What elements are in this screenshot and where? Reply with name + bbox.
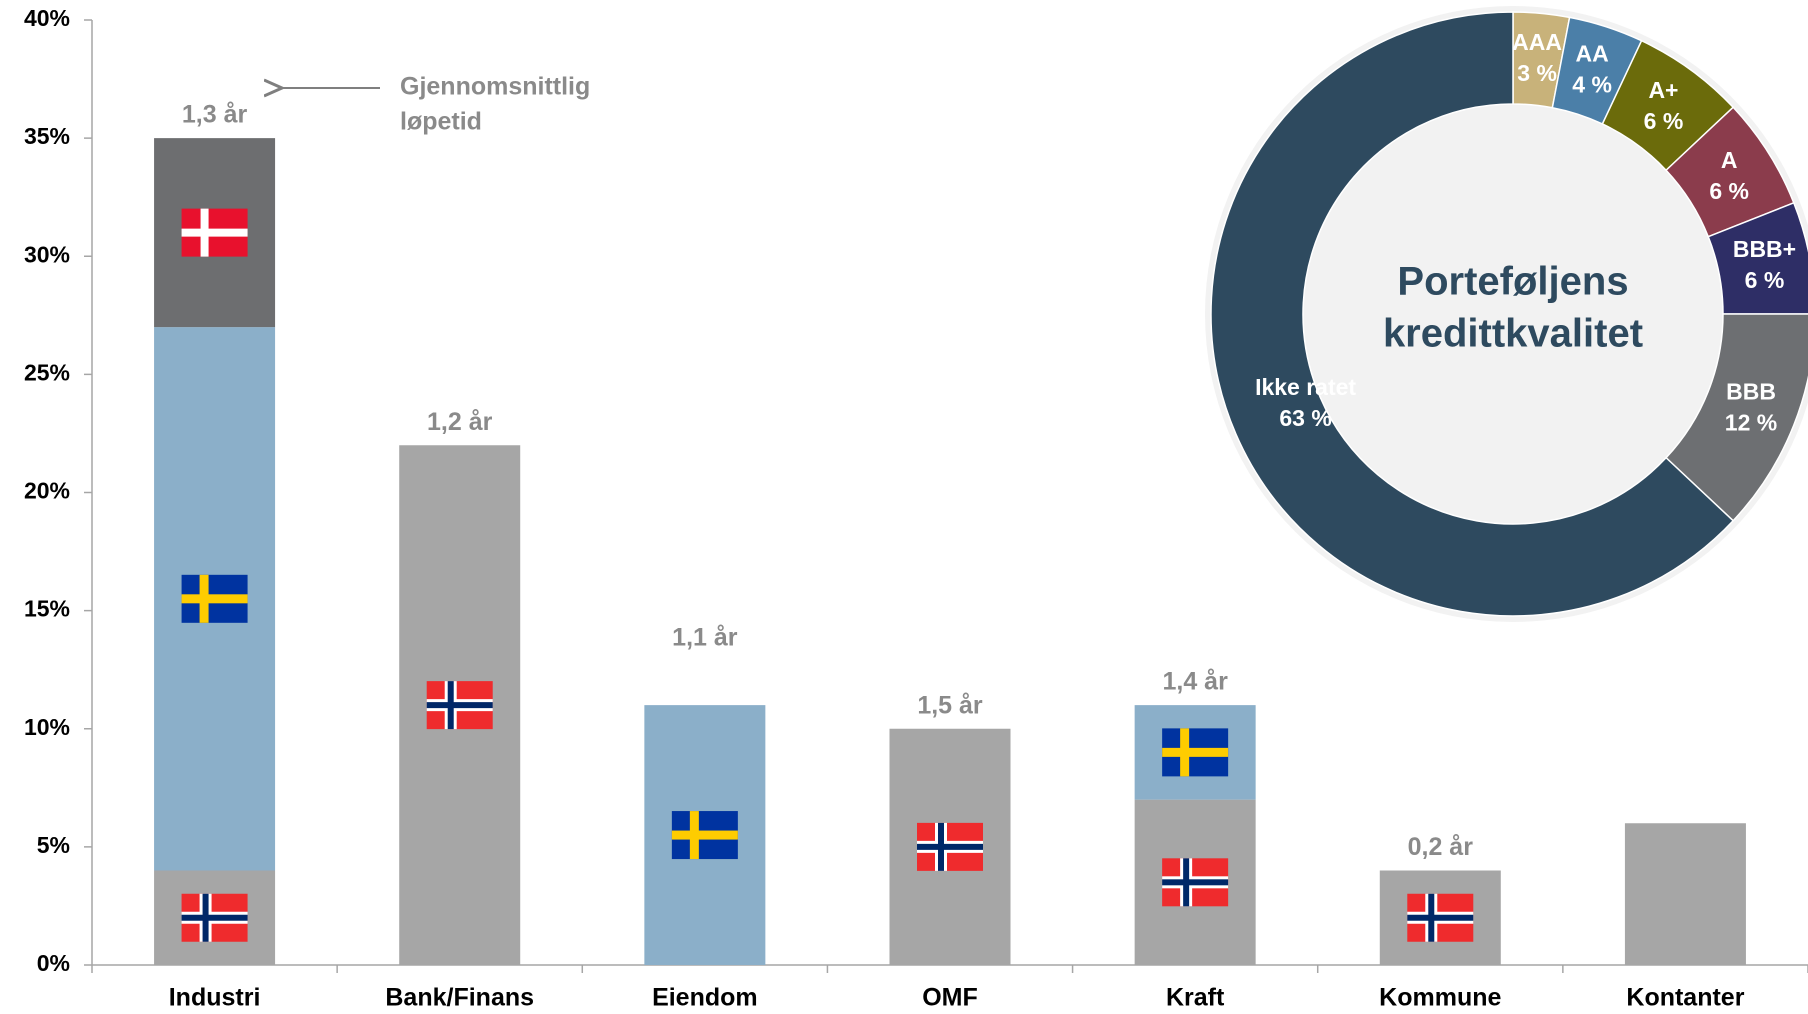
x-tick-label: Kommune <box>1379 984 1501 1012</box>
y-tick-label: 15% <box>24 596 70 622</box>
flag-part <box>426 702 493 709</box>
y-tick-label: 0% <box>37 950 70 976</box>
slice-label: AA <box>1575 41 1608 67</box>
flag-icon <box>917 822 983 871</box>
x-tick-label: Eiendom <box>652 984 758 1012</box>
flag-icon <box>1162 728 1229 777</box>
flag-part <box>181 228 248 237</box>
flag-part <box>671 830 738 840</box>
y-tick-label: 5% <box>37 832 70 858</box>
flag-part <box>181 594 248 604</box>
y-tick-label: 10% <box>24 714 70 740</box>
flag-icon <box>181 208 248 257</box>
bar-label: 0,2 år <box>1408 833 1474 861</box>
slice-value-label: 63 % <box>1279 405 1331 431</box>
bar-label: 1,5 år <box>917 691 983 719</box>
flag-part <box>1162 747 1229 757</box>
slice-label: BBB <box>1726 378 1776 404</box>
y-tick-label: 35% <box>24 123 70 149</box>
slice-label: BBB+ <box>1733 236 1796 262</box>
flag-icon <box>426 681 493 730</box>
flag-part <box>917 843 983 850</box>
flag-icon <box>1162 858 1229 907</box>
slice-value-label: 3 % <box>1517 60 1557 86</box>
flag-part <box>1162 879 1229 886</box>
slice-label: A+ <box>1648 77 1678 103</box>
x-tick-label: Bank/Finans <box>385 984 534 1012</box>
bar-segment <box>1624 823 1746 965</box>
flag-icon <box>181 893 248 942</box>
y-tick-label: 30% <box>24 241 70 267</box>
pie-slice <box>1210 11 1735 617</box>
slice-label: AAA <box>1512 29 1562 55</box>
slice-label: A <box>1721 147 1738 173</box>
slice-value-label: 6 % <box>1745 267 1785 293</box>
y-tick-label: 40% <box>24 5 70 31</box>
slice-label: Ikke ratet <box>1255 374 1356 400</box>
pie-title: Porteføljens <box>1397 260 1628 304</box>
bar-label: 1,3 år <box>182 101 248 129</box>
flag-part <box>1407 914 1474 921</box>
bar-label: 1,2 år <box>427 408 493 436</box>
slice-value-label: 6 % <box>1709 178 1749 204</box>
bar-label: 1,1 år <box>672 624 738 652</box>
flag-icon <box>671 811 738 860</box>
x-tick-label: Industri <box>169 984 261 1012</box>
pie-title: kredittkvalitet <box>1383 312 1643 356</box>
x-tick-label: Kontanter <box>1626 984 1744 1012</box>
slice-value-label: 12 % <box>1725 409 1777 435</box>
y-tick-label: 20% <box>24 478 70 504</box>
annotation-text: løpetid <box>400 108 482 136</box>
bar-label: 1,4 år <box>1162 668 1228 696</box>
slice-value-label: 4 % <box>1572 72 1612 98</box>
slice-value-label: 6 % <box>1644 108 1684 134</box>
flag-icon <box>1407 893 1474 942</box>
annotation-text: Gjennomsnittlig <box>400 73 590 101</box>
y-tick-label: 25% <box>24 359 70 385</box>
flag-part <box>181 914 248 921</box>
x-tick-label: OMF <box>922 984 978 1012</box>
x-tick-label: Kraft <box>1166 984 1225 1012</box>
flag-icon <box>181 574 248 623</box>
